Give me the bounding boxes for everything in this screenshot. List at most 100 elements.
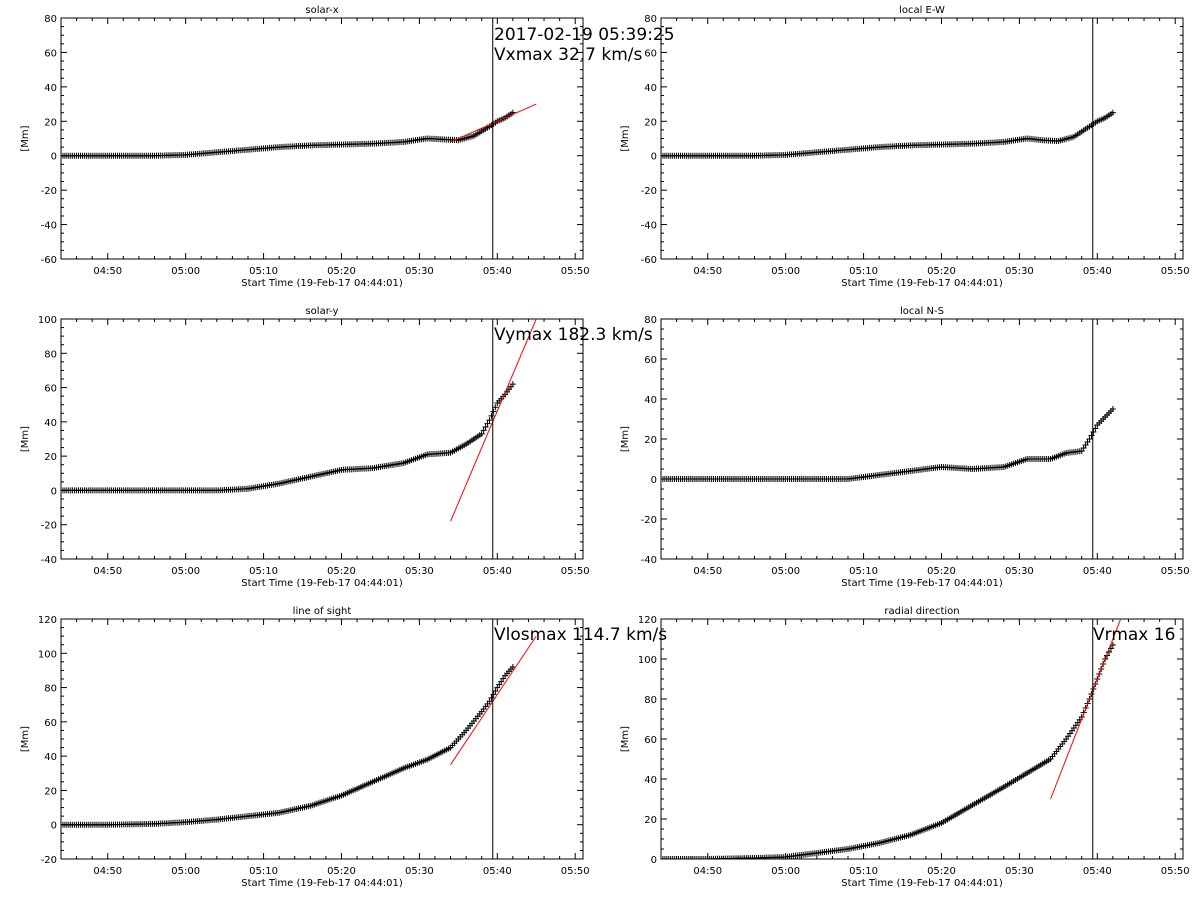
plot-area [61,619,537,859]
data-point [689,856,696,859]
plot-frame [660,318,1184,560]
data-point [669,856,676,859]
data-point [480,427,487,434]
plot-area [661,18,1116,259]
y-tick-label: 120 [38,615,57,626]
data-point [679,856,686,859]
x-tick-label: 05:30 [1005,566,1034,577]
y-tick-label: 80 [44,349,57,360]
y-tick-label: -60 [641,255,657,266]
plot-frame [60,318,584,560]
y-axis-label: [Mm] [20,125,31,151]
velocity-annotation: Vrmax 16 [1093,625,1175,645]
x-tick-label: 05:20 [927,866,956,877]
data-point [667,856,674,859]
y-tick-label: 0 [651,152,657,163]
y-tick-label: 0 [51,821,57,832]
chart-panel-2: local E-W -60 -40 -20 0 20 40 60 80 04:50 05:00 05:… [620,5,1190,289]
data-point [1109,109,1116,116]
x-tick-label: 05:20 [927,566,956,577]
y-axis-label: [Mm] [620,125,631,151]
data-point [488,694,495,701]
y-tick-label: 60 [644,735,657,746]
x-tick-label: 05:50 [561,866,590,877]
x-tick-label: 05:00 [171,866,200,877]
velocity-annotation: Vxmax 32.7 km/s [494,45,643,65]
data-point [486,417,493,424]
x-tick-label: 05:30 [1005,266,1034,277]
y-tick-label: 40 [644,83,657,94]
data-point [1092,425,1099,432]
data-point [704,856,711,859]
plot-area [61,319,537,559]
y-tick-label: 20 [44,117,57,128]
data-point [486,698,493,705]
panel-title: solar-y [305,306,338,317]
data-point [488,412,495,419]
y-tick-label: -20 [41,855,57,866]
data-point [677,856,684,859]
data-series [61,664,516,828]
x-tick-label: 05:30 [1005,866,1034,877]
y-tick-label: -20 [641,515,657,526]
x-tick-label: 05:40 [483,566,512,577]
x-tick-label: 04:50 [693,866,722,877]
y-tick-label: 40 [644,775,657,786]
data-series [661,109,1116,159]
data-point [698,856,705,859]
data-series [61,381,516,494]
velocity-annotation: Vymax 182.3 km/s [494,325,653,345]
x-tick-label: 05:20 [927,266,956,277]
y-tick-label: -40 [641,221,657,232]
x-tick-label: 04:50 [93,566,122,577]
x-axis-label: Start Time (19-Feb-17 04:44:01) [241,578,403,589]
x-tick-label: 04:50 [93,866,122,877]
y-tick-label: 0 [651,475,657,486]
y-tick-label: 40 [44,418,57,429]
data-point [685,856,692,859]
data-point [509,381,516,388]
x-tick-label: 05:10 [849,266,878,277]
x-axis-label: Start Time (19-Feb-17 04:44:01) [241,278,403,289]
y-tick-label: 60 [44,718,57,729]
x-axis-label: Start Time (19-Feb-17 04:44:01) [841,578,1003,589]
data-point [1109,406,1116,412]
data-point [490,408,497,415]
y-tick-label: 100 [38,649,57,660]
y-tick-label: 100 [38,315,57,326]
plot-area [61,18,537,259]
x-tick-label: 05:50 [1161,266,1190,277]
chart-panel-1: solar-x -60 -40 -20 0 20 40 60 80 04:50 05:00 05:10… [20,5,590,289]
data-point [663,856,670,859]
x-tick-label: 05:10 [249,566,278,577]
y-tick-label: 0 [651,855,657,866]
x-tick-label: 05:40 [1083,566,1112,577]
data-point [665,856,672,859]
data-series [661,406,1116,482]
data-point [687,856,694,859]
y-tick-label: 120 [638,615,657,626]
data-point [675,856,682,859]
y-tick-label: 20 [44,786,57,797]
y-tick-label: 80 [644,695,657,706]
panel-title: local E-W [899,5,945,16]
chart-panel-4: local N-S -40 -20 0 20 40 60 80 04:50 05:00 05:10 0… [620,306,1190,589]
x-tick-label: 05:10 [849,566,878,577]
y-axis-label: [Mm] [620,726,631,752]
data-point [681,856,688,859]
data-point [484,420,491,427]
x-tick-label: 05:00 [171,566,200,577]
y-tick-label: 20 [644,815,657,826]
y-tick-label: 80 [44,14,57,25]
data-point [1090,429,1097,435]
panel-title: radial direction [884,606,959,617]
x-tick-label: 05:10 [249,866,278,877]
y-tick-label: 20 [644,435,657,446]
x-tick-label: 05:20 [327,266,356,277]
fit-line [450,635,537,765]
y-tick-label: 0 [51,152,57,163]
data-point [671,856,678,859]
data-point [683,856,690,859]
x-axis-label: Start Time (19-Feb-17 04:44:01) [241,878,403,889]
y-tick-label: 40 [44,752,57,763]
